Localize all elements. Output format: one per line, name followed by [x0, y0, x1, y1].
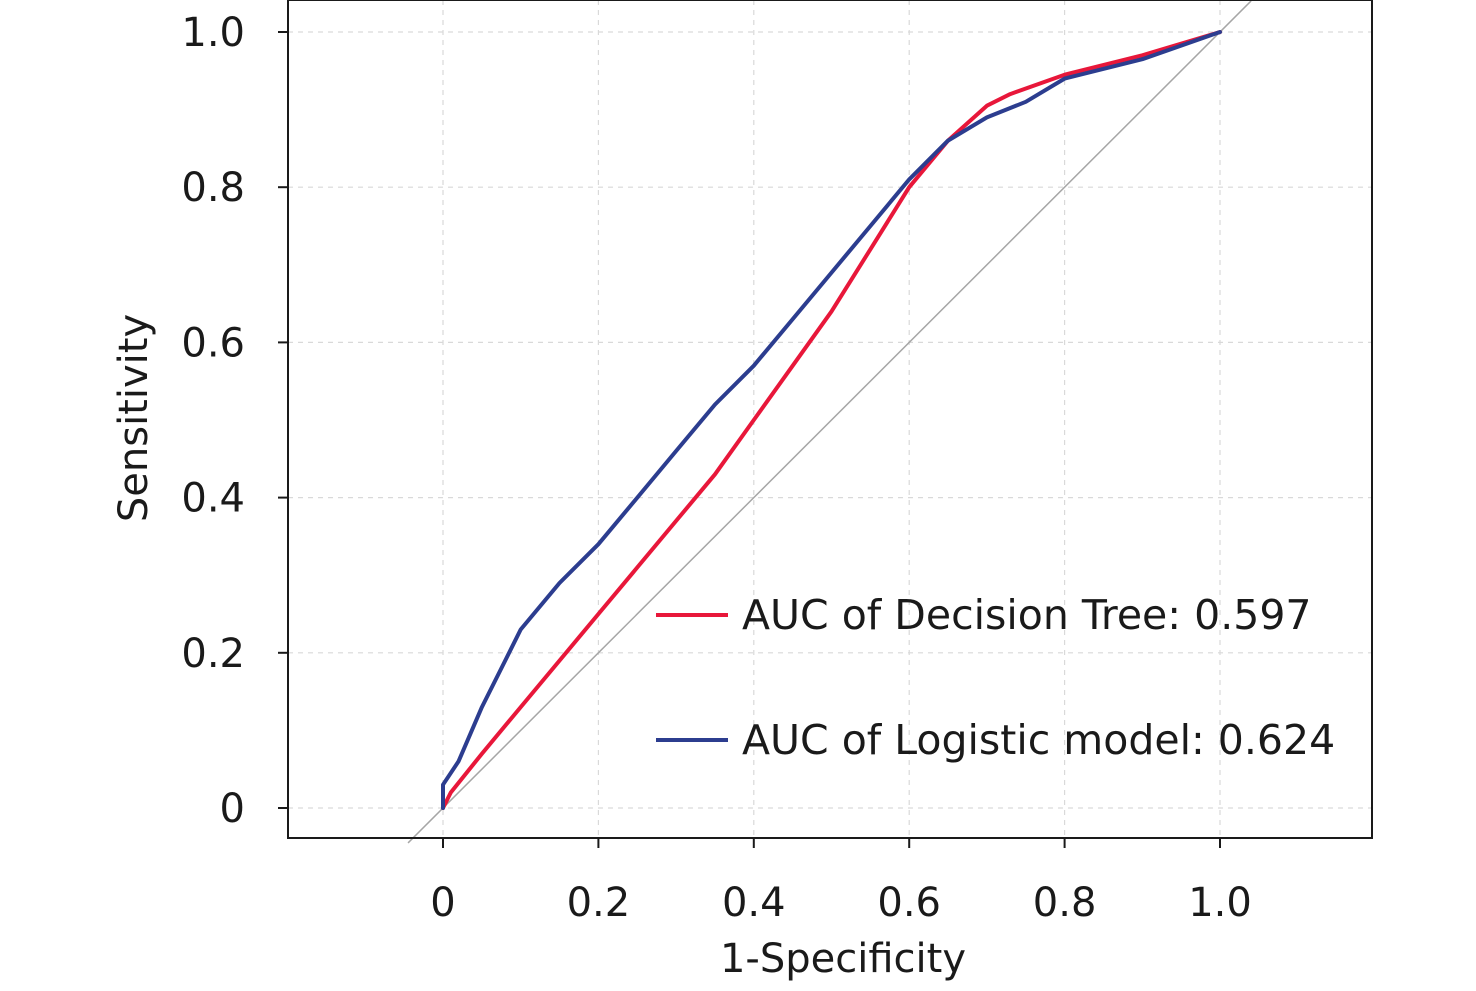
x-tick-label: 0.6: [877, 880, 941, 926]
x-tick-label: 1.0: [1188, 880, 1252, 926]
y-tick-label: 0.2: [181, 631, 245, 677]
y-tick-label: 0.6: [181, 320, 245, 366]
x-axis: 0 0.2 0.4 0.6 0.8 1.0: [430, 838, 1252, 926]
y-tick-label: 0.8: [181, 165, 245, 211]
x-axis-title: 1-Specificity: [720, 936, 966, 982]
y-tick-label: 0.4: [181, 476, 245, 522]
x-tick-label: 0.2: [567, 880, 631, 926]
series-line-logistic-model: [441, 30, 1222, 810]
x-tick-label: 0.4: [722, 880, 786, 926]
legend-label-logistic-model: AUC of Logistic model: 0.624: [742, 716, 1335, 764]
grid: [288, 0, 1372, 838]
y-tick-label: 1.0: [181, 10, 245, 56]
plot-frame: [287, 0, 1373, 839]
x-tick-label: 0.8: [1033, 880, 1097, 926]
legend-label-decision-tree: AUC of Decision Tree: 0.597: [742, 591, 1312, 639]
y-tick-label: 0: [220, 786, 245, 832]
y-axis: 0 0.2 0.4 0.6 0.8 1.0: [181, 10, 288, 832]
series-group: [441, 30, 1222, 810]
y-axis-title: Sensitivity: [111, 314, 157, 522]
x-tick-label: 0: [430, 880, 455, 926]
series-line-decision-tree: [441, 30, 1222, 810]
reference-line-group: [407, 0, 1252, 844]
reference-diagonal: [407, 0, 1252, 844]
legend: AUC of Decision Tree: 0.597 AUC of Logist…: [656, 591, 1335, 764]
